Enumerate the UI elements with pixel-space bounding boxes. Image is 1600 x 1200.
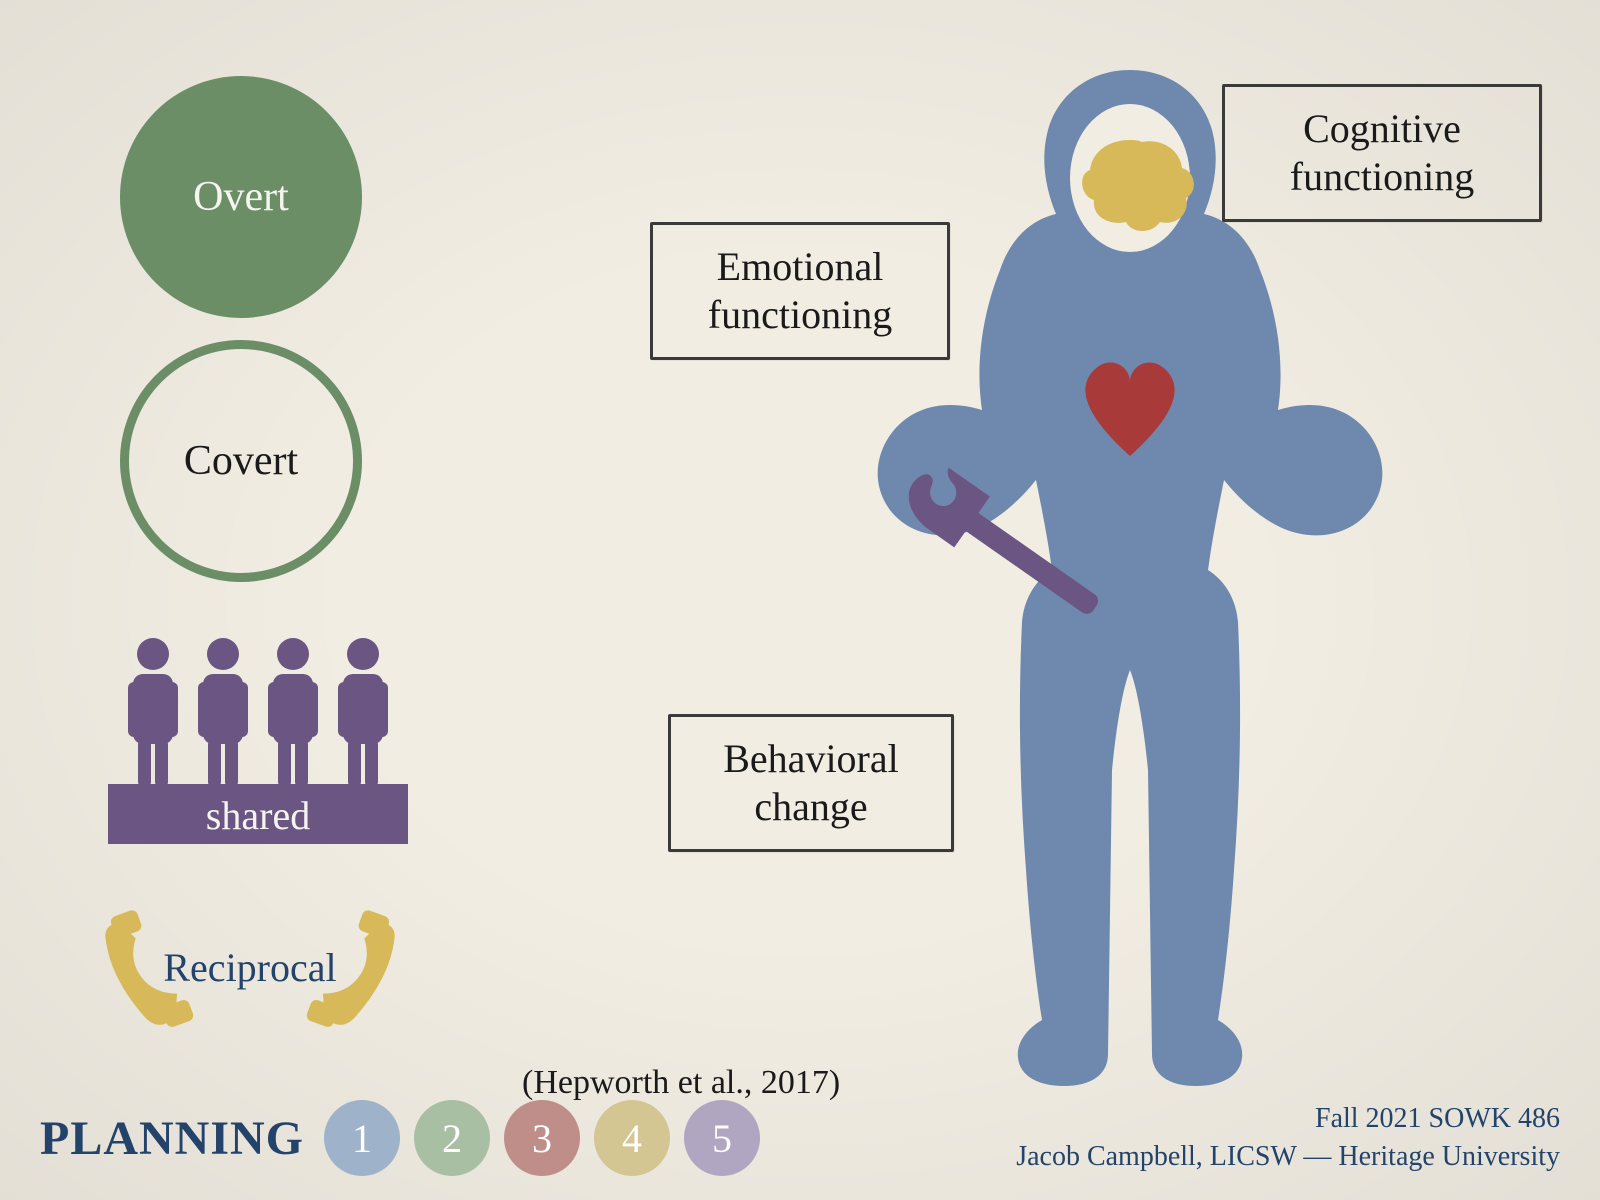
reciprocal-block: Reciprocal bbox=[80, 900, 420, 1050]
credits-line2: Jacob Campbell, LICSW — Heritage Univers… bbox=[1016, 1138, 1560, 1176]
shared-label: shared bbox=[108, 792, 408, 839]
box-behavioral: Behavioral change bbox=[668, 714, 954, 852]
box-cognitive-label: Cognitive functioning bbox=[1290, 106, 1474, 199]
step-1: 1 bbox=[324, 1100, 400, 1176]
step-5: 5 bbox=[684, 1100, 760, 1176]
footer: PLANNING 1 2 3 4 5 Fall 2021 SOWK 486 Ja… bbox=[40, 1100, 1560, 1176]
overt-label: Overt bbox=[193, 173, 289, 221]
planning-row: PLANNING 1 2 3 4 5 bbox=[40, 1100, 760, 1176]
reciprocal-label: Reciprocal bbox=[80, 944, 420, 991]
credits: Fall 2021 SOWK 486 Jacob Campbell, LICSW… bbox=[1016, 1100, 1560, 1176]
citation-text: (Hepworth et al., 2017) bbox=[522, 1064, 840, 1102]
covert-circle: Covert bbox=[120, 340, 362, 582]
box-cognitive: Cognitive functioning bbox=[1222, 84, 1542, 222]
credits-line1: Fall 2021 SOWK 486 bbox=[1016, 1100, 1560, 1138]
overt-circle: Overt bbox=[120, 76, 362, 318]
box-emotional-label: Emotional functioning bbox=[708, 244, 892, 337]
shared-block: shared bbox=[108, 634, 408, 849]
box-emotional: Emotional functioning bbox=[650, 222, 950, 360]
step-2: 2 bbox=[414, 1100, 490, 1176]
step-3: 3 bbox=[504, 1100, 580, 1176]
covert-label: Covert bbox=[184, 437, 298, 485]
step-4: 4 bbox=[594, 1100, 670, 1176]
box-behavioral-label: Behavioral change bbox=[723, 736, 899, 829]
planning-circles: 1 2 3 4 5 bbox=[324, 1100, 760, 1176]
planning-label: PLANNING bbox=[40, 1111, 304, 1166]
